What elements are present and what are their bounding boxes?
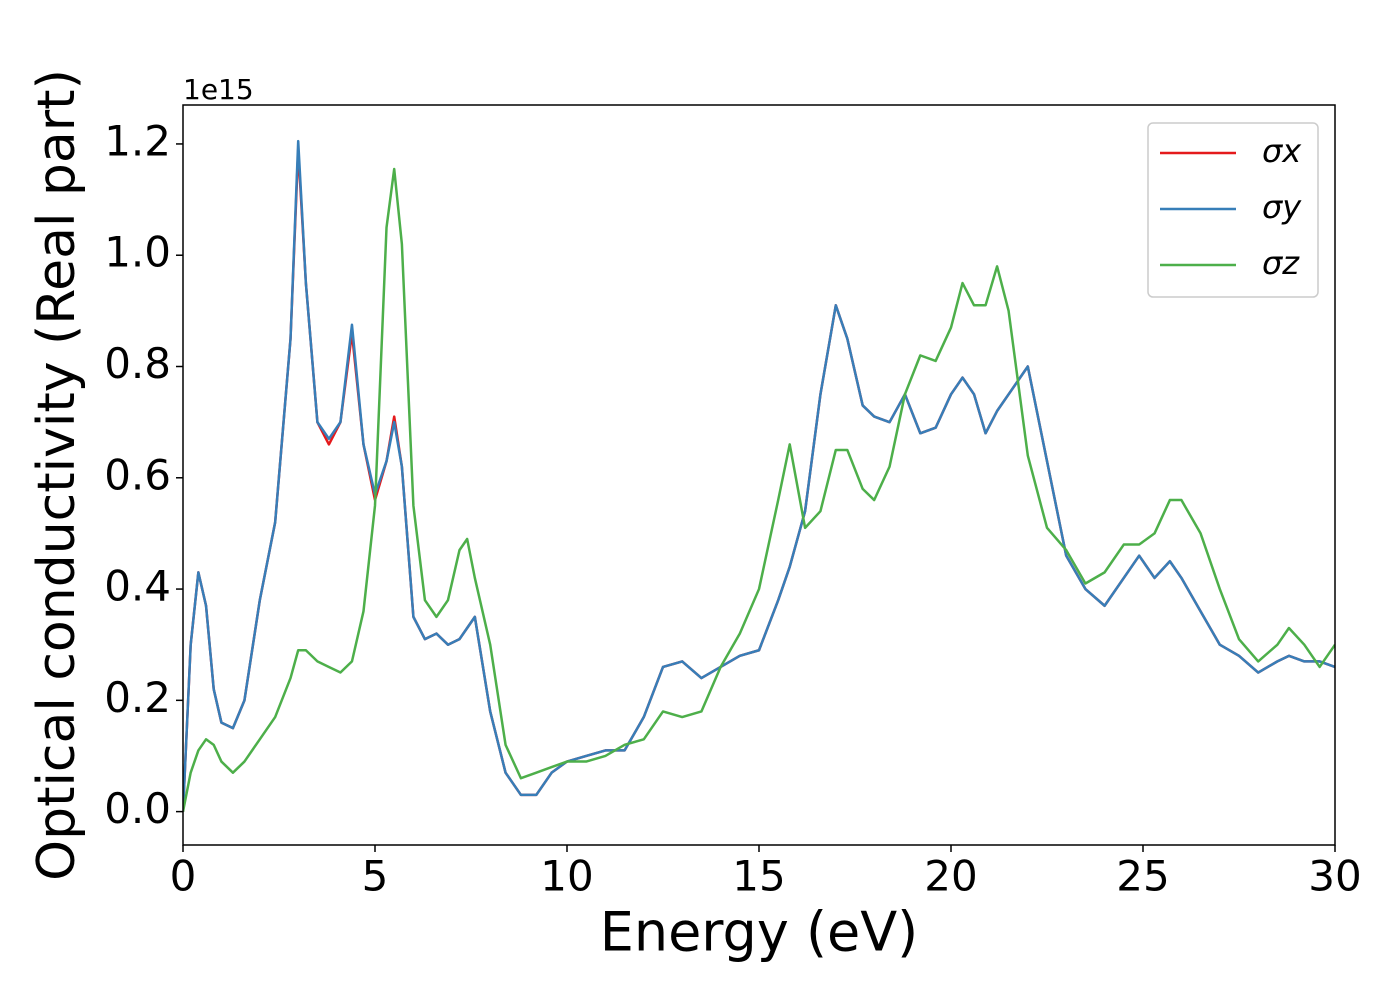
legend-label: σy bbox=[1262, 188, 1302, 226]
x-tick-label: 30 bbox=[1308, 852, 1361, 901]
series-line bbox=[183, 167, 1335, 812]
x-tick-label: 25 bbox=[1116, 852, 1169, 901]
y-tick-label: 1.0 bbox=[104, 228, 171, 277]
x-tick-label: 15 bbox=[732, 852, 785, 901]
x-tick-label: 10 bbox=[540, 852, 593, 901]
y-tick-label: 0.2 bbox=[104, 673, 171, 722]
y-offset-label: 1e15 bbox=[183, 73, 254, 106]
y-tick-label: 0.6 bbox=[104, 450, 171, 499]
y-tick-label: 0.4 bbox=[104, 562, 171, 611]
legend-label: σz bbox=[1262, 244, 1300, 282]
plot-frame bbox=[182, 104, 1336, 846]
y-tick-label: 1.2 bbox=[104, 116, 171, 165]
x-tick-label: 20 bbox=[924, 852, 977, 901]
x-tick-label: 5 bbox=[362, 852, 389, 901]
y-tick-label: 0.0 bbox=[104, 784, 171, 833]
legend-label: σx bbox=[1262, 132, 1302, 170]
x-tick-label: 0 bbox=[170, 852, 197, 901]
x-axis-label: Energy (eV) bbox=[600, 901, 919, 964]
y-axis-label: Optical conductivity (Real part) bbox=[27, 69, 87, 881]
series-line bbox=[183, 139, 1335, 812]
y-tick-label: 0.8 bbox=[104, 339, 171, 388]
